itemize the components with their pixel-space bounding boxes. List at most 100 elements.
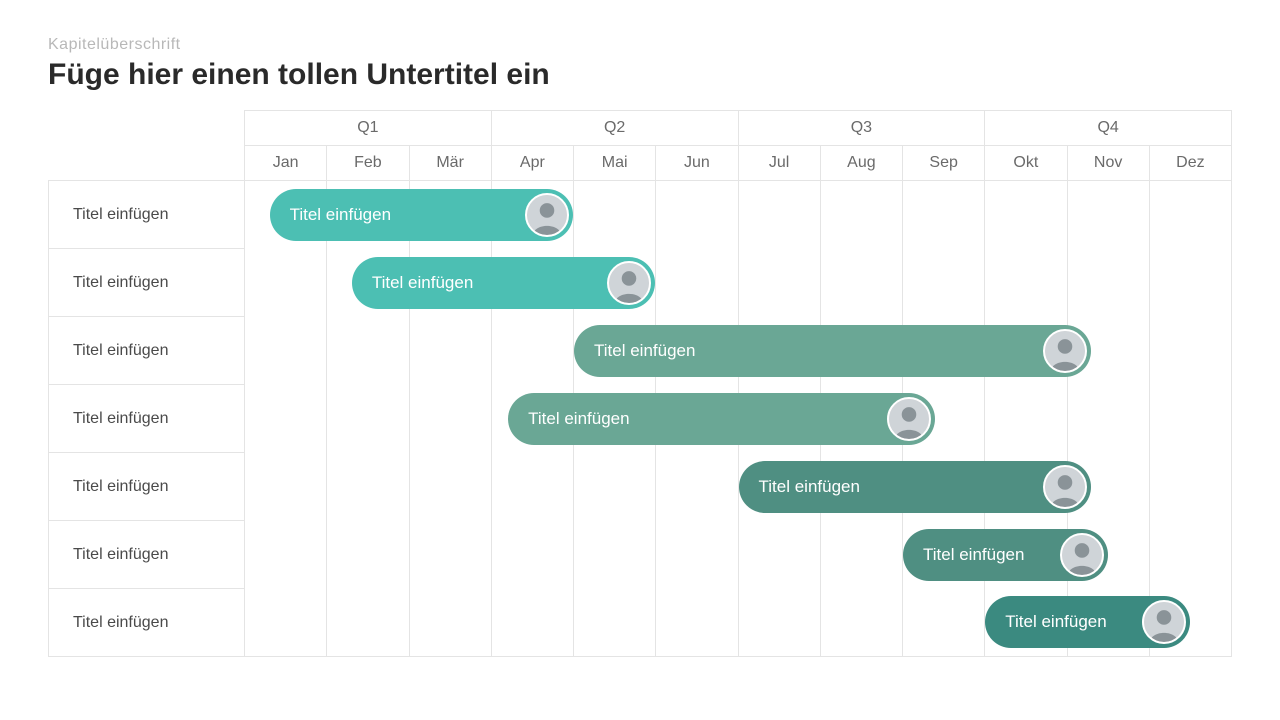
- gantt-cell: [1067, 181, 1149, 249]
- person-avatar-icon: [1043, 329, 1087, 373]
- month-cell: Dez: [1149, 146, 1231, 181]
- gantt-row-label: Titel einfügen: [49, 181, 245, 249]
- gantt-row: Titel einfügenTitel einfügen: [49, 521, 1232, 589]
- gantt-cell: [656, 249, 738, 317]
- page-subtitle: Füge hier einen tollen Untertitel ein: [48, 58, 1232, 92]
- gantt-header-quarters: Q1 Q2 Q3 Q4: [49, 111, 1232, 146]
- gantt-bar: Titel einfügen: [985, 596, 1190, 648]
- gantt-row: Titel einfügenTitel einfügen: [49, 453, 1232, 521]
- gantt-bar-label: Titel einfügen: [290, 205, 525, 225]
- person-avatar-icon: [1043, 465, 1087, 509]
- gantt-cell: [738, 181, 820, 249]
- month-cell: Feb: [327, 146, 409, 181]
- gantt-cell: [574, 521, 656, 589]
- gantt-cell: [327, 385, 409, 453]
- person-avatar-icon: [1060, 533, 1104, 577]
- gantt-cell: [1149, 453, 1231, 521]
- quarter-cell: Q3: [738, 111, 985, 146]
- gantt-cell: [656, 589, 738, 657]
- gantt-cell: [574, 453, 656, 521]
- gantt-cell: [985, 385, 1067, 453]
- gantt-cell: [738, 589, 820, 657]
- gantt-cell: [327, 521, 409, 589]
- month-cell: Mai: [574, 146, 656, 181]
- gantt-cell: [409, 317, 491, 385]
- month-cell: Jun: [656, 146, 738, 181]
- gantt-cell: Titel einfügen: [574, 317, 656, 385]
- quarter-cell: Q1: [245, 111, 492, 146]
- gantt-cell: [491, 453, 573, 521]
- month-cell: Okt: [985, 146, 1067, 181]
- gantt-cell: [820, 521, 902, 589]
- gantt-cell: [245, 249, 327, 317]
- gantt-cell: Titel einfügen: [738, 453, 820, 521]
- gantt-cell: [820, 181, 902, 249]
- gantt-row: Titel einfügenTitel einfügen: [49, 181, 1232, 249]
- month-cell: Mär: [409, 146, 491, 181]
- gantt-bar: Titel einfügen: [508, 393, 934, 445]
- gantt-row-label: Titel einfügen: [49, 521, 245, 589]
- gantt-row-label: Titel einfügen: [49, 385, 245, 453]
- gantt-cell: [1067, 249, 1149, 317]
- gantt-bar-label: Titel einfügen: [759, 477, 1044, 497]
- gantt-cell: [245, 453, 327, 521]
- gantt-cell: [245, 385, 327, 453]
- gantt-cell: [738, 521, 820, 589]
- gantt-chart: Q1 Q2 Q3 Q4 Jan Feb Mär Apr Mai Jun Jul …: [48, 110, 1232, 657]
- gantt-row: Titel einfügenTitel einfügen: [49, 317, 1232, 385]
- gantt-cell: [327, 317, 409, 385]
- gantt-cell: [574, 589, 656, 657]
- month-cell: Apr: [491, 146, 573, 181]
- gantt-cell: [409, 521, 491, 589]
- gantt-bar: Titel einfügen: [903, 529, 1108, 581]
- gantt-cell: [1149, 181, 1231, 249]
- quarter-cell: Q2: [491, 111, 738, 146]
- gantt-bar-label: Titel einfügen: [372, 273, 607, 293]
- gantt-bar: Titel einfügen: [574, 325, 1091, 377]
- quarter-cell: Q4: [985, 111, 1232, 146]
- gantt-cell: [327, 589, 409, 657]
- gantt-bar: Titel einfügen: [352, 257, 655, 309]
- gantt-cell: [409, 453, 491, 521]
- gantt-cell: [245, 521, 327, 589]
- gantt-cell: [409, 589, 491, 657]
- gantt-cell: Titel einfügen: [245, 181, 327, 249]
- gantt-cell: Titel einfügen: [327, 249, 409, 317]
- month-cell: Sep: [903, 146, 985, 181]
- gantt-cell: [738, 249, 820, 317]
- gantt-cell: [903, 589, 985, 657]
- gantt-cell: [1149, 521, 1231, 589]
- gantt-cell: Titel einfügen: [985, 589, 1067, 657]
- gantt-header-months: Jan Feb Mär Apr Mai Jun Jul Aug Sep Okt …: [49, 146, 1232, 181]
- gantt-cell: Titel einfügen: [491, 385, 573, 453]
- gantt-cell: [1067, 385, 1149, 453]
- month-cell: Aug: [820, 146, 902, 181]
- gantt-cell: [491, 317, 573, 385]
- gantt-cell: [491, 521, 573, 589]
- gantt-cell: [820, 589, 902, 657]
- gantt-cell: Titel einfügen: [903, 521, 985, 589]
- gantt-row-label: Titel einfügen: [49, 249, 245, 317]
- month-cell: Jul: [738, 146, 820, 181]
- gantt-row: Titel einfügenTitel einfügen: [49, 589, 1232, 657]
- gantt-bar-label: Titel einfügen: [528, 409, 886, 429]
- person-avatar-icon: [1142, 600, 1186, 644]
- gantt-bar-label: Titel einfügen: [1005, 612, 1142, 632]
- person-avatar-icon: [525, 193, 569, 237]
- gantt-cell: [903, 249, 985, 317]
- gantt-cell: [245, 317, 327, 385]
- gantt-cell: [985, 249, 1067, 317]
- gantt-cell: [1149, 385, 1231, 453]
- gantt-cell: [903, 181, 985, 249]
- gantt-row-label: Titel einfügen: [49, 453, 245, 521]
- gantt-bar: Titel einfügen: [739, 461, 1092, 513]
- gantt-row: Titel einfügenTitel einfügen: [49, 385, 1232, 453]
- gantt-cell: [1149, 249, 1231, 317]
- gantt-bar-label: Titel einfügen: [923, 545, 1060, 565]
- gantt-cell: [656, 181, 738, 249]
- gantt-row: Titel einfügenTitel einfügen: [49, 249, 1232, 317]
- month-cell: Nov: [1067, 146, 1149, 181]
- gantt-cell: [574, 181, 656, 249]
- gantt-cell: [1149, 317, 1231, 385]
- gantt-cell: [656, 453, 738, 521]
